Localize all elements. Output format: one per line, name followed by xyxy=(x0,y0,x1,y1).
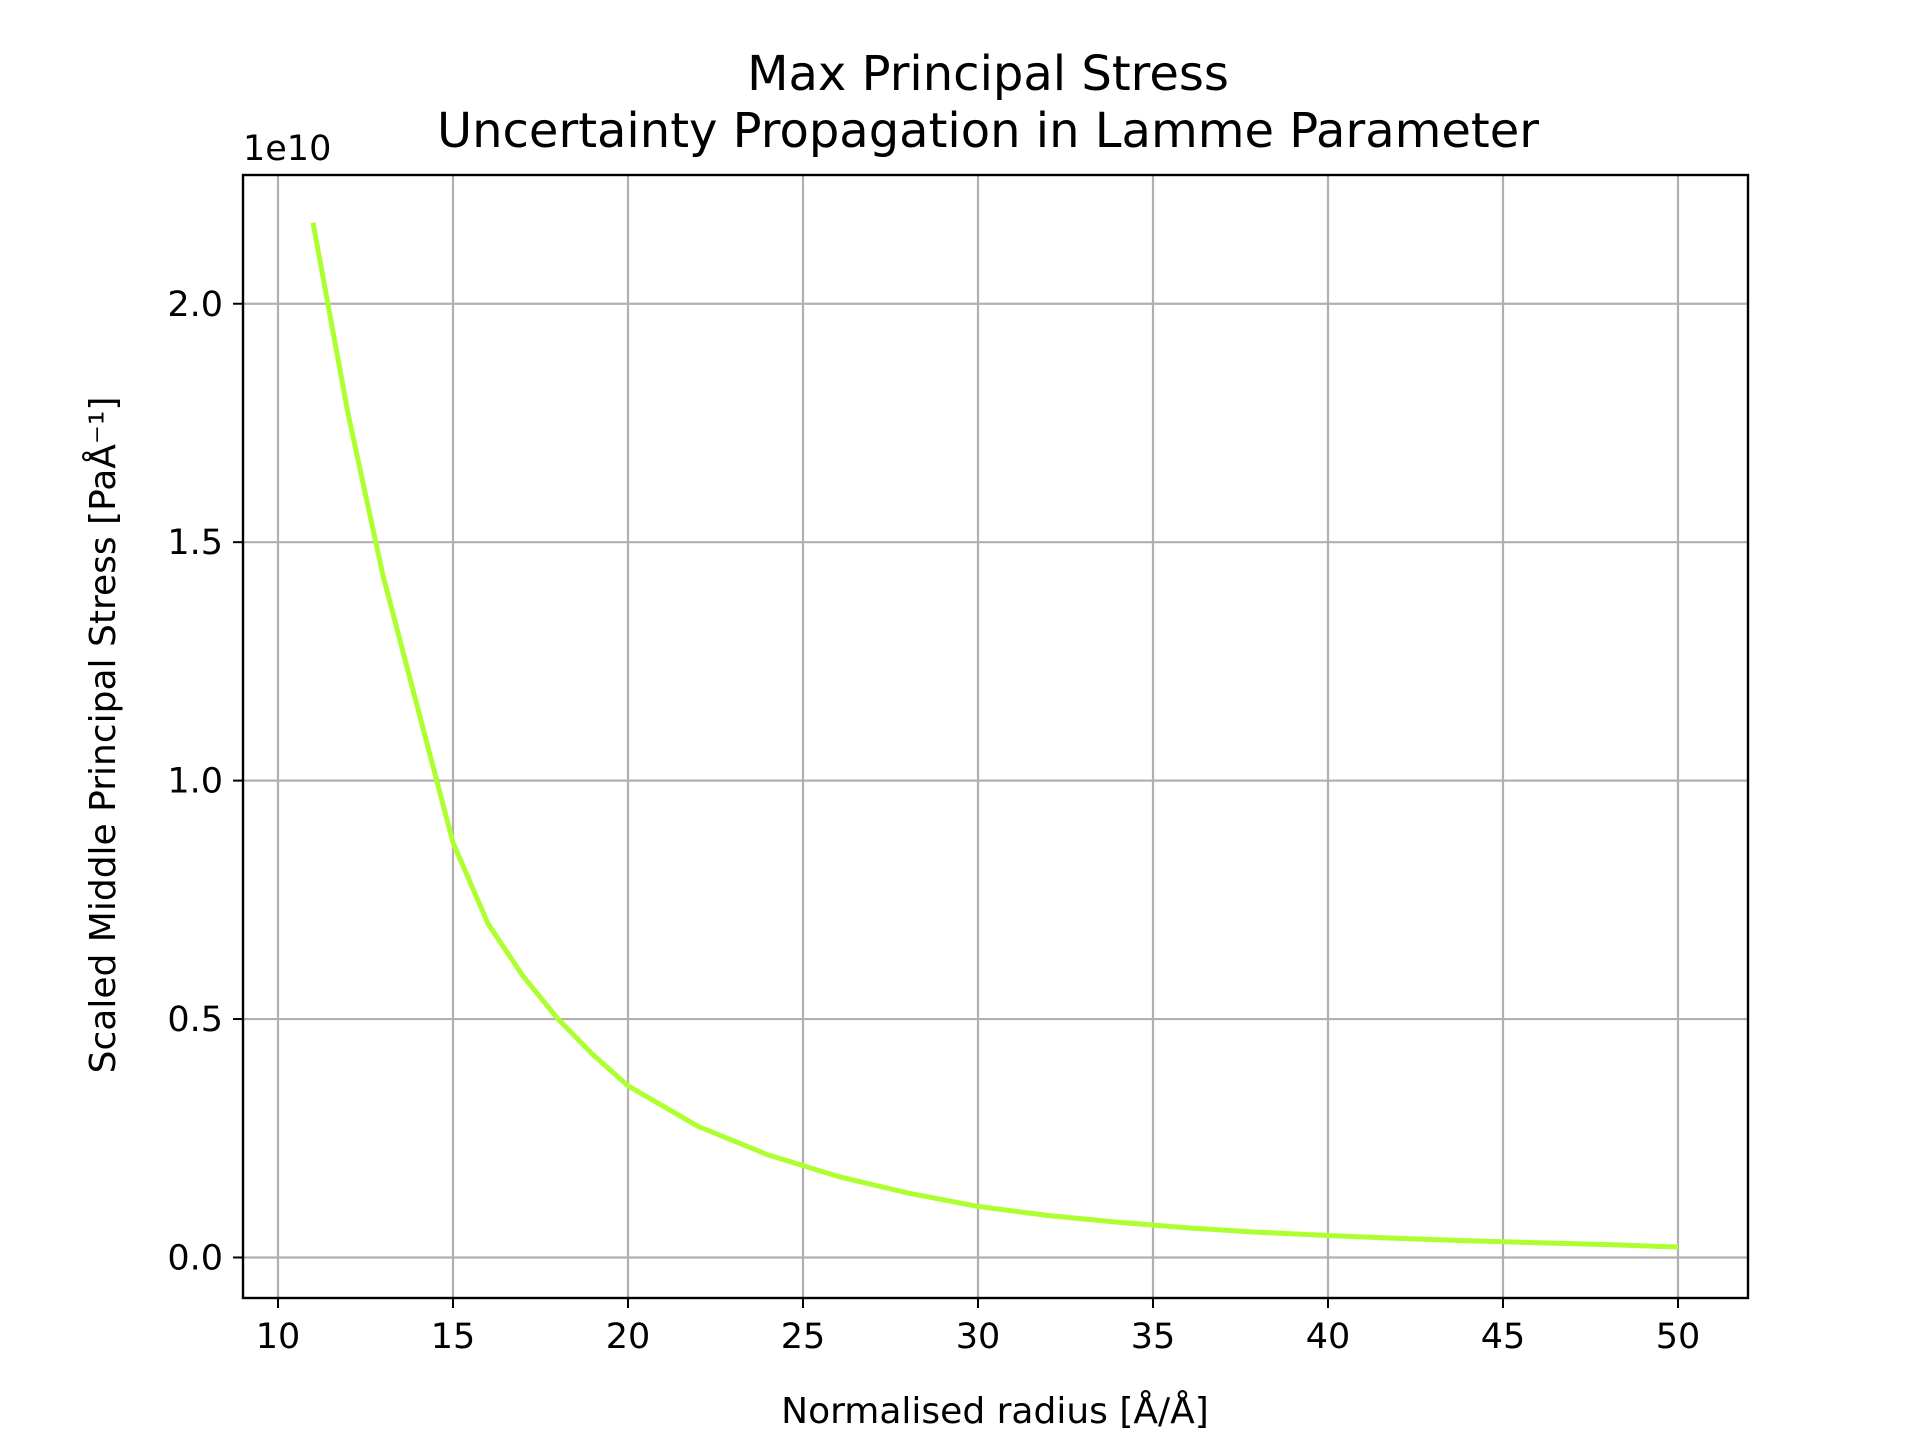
x-tick-label: 50 xyxy=(1656,1317,1701,1357)
plot-frame xyxy=(241,173,1750,1300)
x-tick-label: 45 xyxy=(1481,1317,1526,1357)
y-tick-label: 1.5 xyxy=(167,523,223,563)
y-tick-label: 0.5 xyxy=(167,1000,223,1040)
tick-marks xyxy=(233,302,1679,1308)
x-tick-label: 15 xyxy=(431,1317,476,1357)
x-tick-label: 25 xyxy=(781,1317,826,1357)
chart-title: Max Principal Stress xyxy=(747,46,1229,102)
grid-lines xyxy=(243,175,1748,1298)
y-offset-label: 1e10 xyxy=(243,129,331,169)
x-tick-label: 35 xyxy=(1131,1317,1176,1357)
x-tick-label: 10 xyxy=(256,1317,301,1357)
chart-subtitle: Uncertainty Propagation in Lamme Paramet… xyxy=(437,103,1539,159)
x-tick-label: 20 xyxy=(606,1317,651,1357)
y-tick-label: 2.0 xyxy=(167,285,223,325)
series-layer xyxy=(310,222,1679,1250)
x-tick-label: 30 xyxy=(956,1317,1001,1357)
x-tick-label: 40 xyxy=(1306,1317,1351,1357)
y-tick-label: 1.0 xyxy=(167,762,223,802)
x-axis-label: Normalised radius [Å/Å] xyxy=(781,1389,1209,1432)
y-tick-label: 0.0 xyxy=(167,1238,223,1278)
series-line xyxy=(310,222,1679,1250)
y-axis-label: Scaled Middle Principal Stress [PaÅ⁻¹] xyxy=(81,397,124,1074)
